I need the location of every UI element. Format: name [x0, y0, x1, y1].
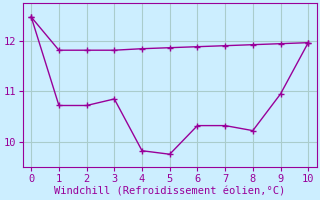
X-axis label: Windchill (Refroidissement éolien,°C): Windchill (Refroidissement éolien,°C): [54, 187, 285, 197]
